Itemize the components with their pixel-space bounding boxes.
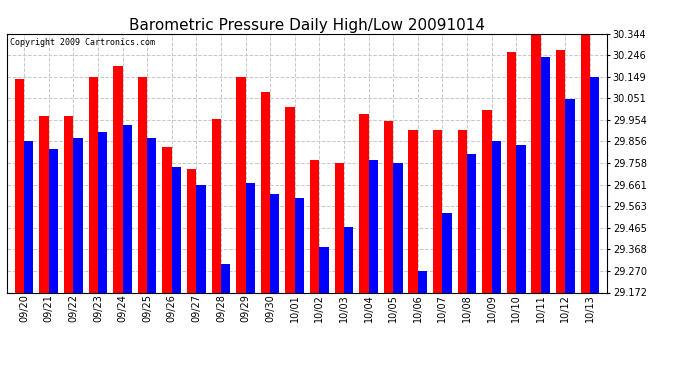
Bar [531,30,541,292]
Bar [221,264,230,292]
Bar [457,130,467,292]
Bar [344,227,353,292]
Bar [565,99,575,292]
Bar [384,121,393,292]
Bar [286,108,295,292]
Bar [310,160,319,292]
Bar [73,138,83,292]
Bar [393,163,402,292]
Bar [433,130,442,292]
Bar [507,52,516,292]
Bar [64,116,73,292]
Bar [359,114,368,292]
Bar [123,125,132,292]
Bar [516,145,526,292]
Bar [212,118,221,292]
Bar [491,141,501,292]
Bar [590,76,600,292]
Bar [556,50,565,292]
Bar [580,30,590,292]
Bar [98,132,107,292]
Bar [88,76,98,292]
Bar [246,183,255,292]
Bar [49,149,58,292]
Bar [187,169,197,292]
Bar [467,154,476,292]
Bar [541,57,550,292]
Text: Copyright 2009 Cartronics.com: Copyright 2009 Cartronics.com [10,38,155,46]
Bar [14,79,24,292]
Bar [261,92,270,292]
Bar [319,247,328,292]
Bar [113,66,123,292]
Bar [335,163,344,292]
Bar [138,76,147,292]
Bar [442,213,452,292]
Bar [368,160,378,292]
Bar [147,138,157,292]
Bar [295,198,304,292]
Bar [482,110,491,292]
Bar [162,147,172,292]
Bar [236,76,246,292]
Bar [39,116,49,292]
Bar [197,185,206,292]
Bar [24,141,34,292]
Bar [417,271,427,292]
Title: Barometric Pressure Daily High/Low 20091014: Barometric Pressure Daily High/Low 20091… [129,18,485,33]
Bar [172,167,181,292]
Bar [270,194,279,292]
Bar [408,130,417,292]
